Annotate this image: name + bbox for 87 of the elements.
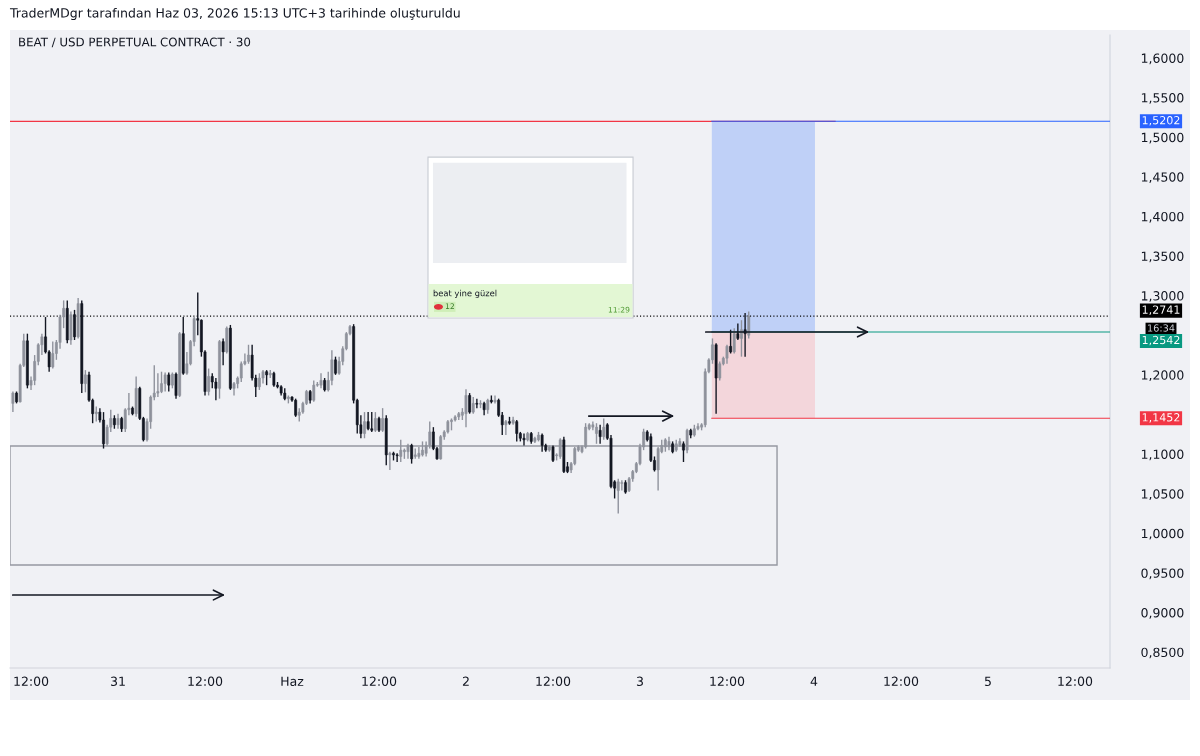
candlestick (370, 411, 374, 433)
y-tick-label: 1,5500 (1141, 93, 1184, 104)
y-tick-label: 1,4500 (1141, 172, 1184, 184)
candlestick (598, 424, 602, 445)
y-tick-label: 1,4000 (1141, 211, 1184, 223)
x-tick-label: 4 (810, 676, 818, 686)
candlestick (221, 337, 225, 367)
candlestick (131, 405, 134, 416)
ref-line-label: 1,2542 (1142, 335, 1180, 346)
candlestick (83, 369, 87, 393)
candlestick (15, 390, 18, 405)
x-tick-label: 2 (462, 676, 469, 686)
candlestick (218, 339, 221, 400)
candlestick (464, 388, 468, 428)
candlestick (51, 340, 55, 370)
candlestick (334, 355, 337, 376)
y-tick-label: 1,5000 (1141, 132, 1184, 144)
ref-line-label: 1,2741 (1142, 305, 1180, 315)
candlestick (450, 417, 453, 432)
candlestick (174, 371, 178, 400)
y-tick-label: 0,8500 (1141, 647, 1184, 659)
candlestick (366, 411, 370, 432)
candlestick (163, 371, 167, 393)
candlestick (479, 399, 482, 409)
y-tick-label: 1,6000 (1141, 53, 1184, 65)
x-tick-label: 12:00 (14, 676, 49, 687)
annotation: beat yine güzel (433, 289, 497, 298)
x-tick-label: 5 (984, 676, 991, 687)
candlestick (732, 327, 736, 355)
candlestick (373, 411, 377, 433)
candlestick (167, 371, 171, 393)
candlestick (160, 371, 163, 394)
candlestick (112, 414, 116, 430)
candlestick (747, 310, 751, 340)
candlestick (493, 394, 497, 405)
candlestick (286, 394, 290, 405)
text: 16:34 (1148, 324, 1175, 332)
ref-line-label: 1,5202 (1142, 116, 1180, 126)
candlestick (740, 319, 743, 358)
candlestick (475, 397, 479, 409)
candlestick (508, 416, 511, 426)
candlestick (381, 407, 385, 433)
candlestick (170, 371, 174, 390)
candlestick (395, 452, 399, 463)
y-tick-label: 1,0000 (1141, 528, 1184, 540)
chart-subtitle: BEAT / USD PERPETUAL CONTRACT · 30 (19, 37, 251, 48)
candlestick (388, 451, 392, 471)
candlestick (515, 419, 519, 443)
candlestick (363, 411, 366, 439)
candlestick (26, 332, 29, 390)
candlestick (682, 440, 685, 463)
candlestick (312, 379, 316, 403)
y-tick-label: 1,1000 (1141, 449, 1184, 461)
candlestick (247, 344, 250, 365)
x-tick-label: 12:00 (710, 676, 745, 687)
candlestick (102, 411, 105, 450)
y-tick-label: 1,2000 (1141, 370, 1184, 382)
candlestick (73, 309, 76, 341)
candlestick (718, 360, 722, 382)
x-tick-label: 12:00 (362, 676, 397, 687)
candlestick (725, 344, 729, 365)
y-tick-label: 0,9500 (1141, 568, 1184, 580)
x-tick-label: 12:00 (536, 676, 571, 687)
candlestick (616, 477, 620, 515)
ref-line-label: 1,1452 (1142, 413, 1180, 423)
chart-title: TraderMDgr tarafından Haz 03, 2026 15:13 UTC+3 tarihinde oluşturuldu (9, 7, 460, 21)
x-tick-label: 12:00 (1058, 676, 1093, 687)
candlestick (620, 479, 624, 492)
candlestick (257, 372, 261, 391)
candlestick (540, 432, 544, 453)
candlestick (504, 419, 508, 436)
x-tick-label: 12:00 (188, 676, 223, 687)
candlestick (294, 397, 298, 418)
candlestick (214, 377, 218, 401)
x-tick-label: Haz (281, 676, 304, 687)
candlestick (522, 432, 526, 447)
x-tick-label: 31 (111, 676, 125, 687)
candlestick (624, 479, 627, 495)
candlestick (537, 431, 540, 443)
x-tick-label: 12:00 (884, 676, 919, 687)
x-tick-label: 3 (636, 676, 643, 687)
candlestick (602, 417, 606, 441)
y-tick-label: 1,3500 (1141, 251, 1184, 263)
y-tick-label: 1,0500 (1141, 489, 1184, 500)
y-tick-label: 0,9000 (1141, 608, 1184, 619)
candlestick (392, 451, 395, 462)
y-tick-label: 1,3000 (1141, 291, 1184, 302)
